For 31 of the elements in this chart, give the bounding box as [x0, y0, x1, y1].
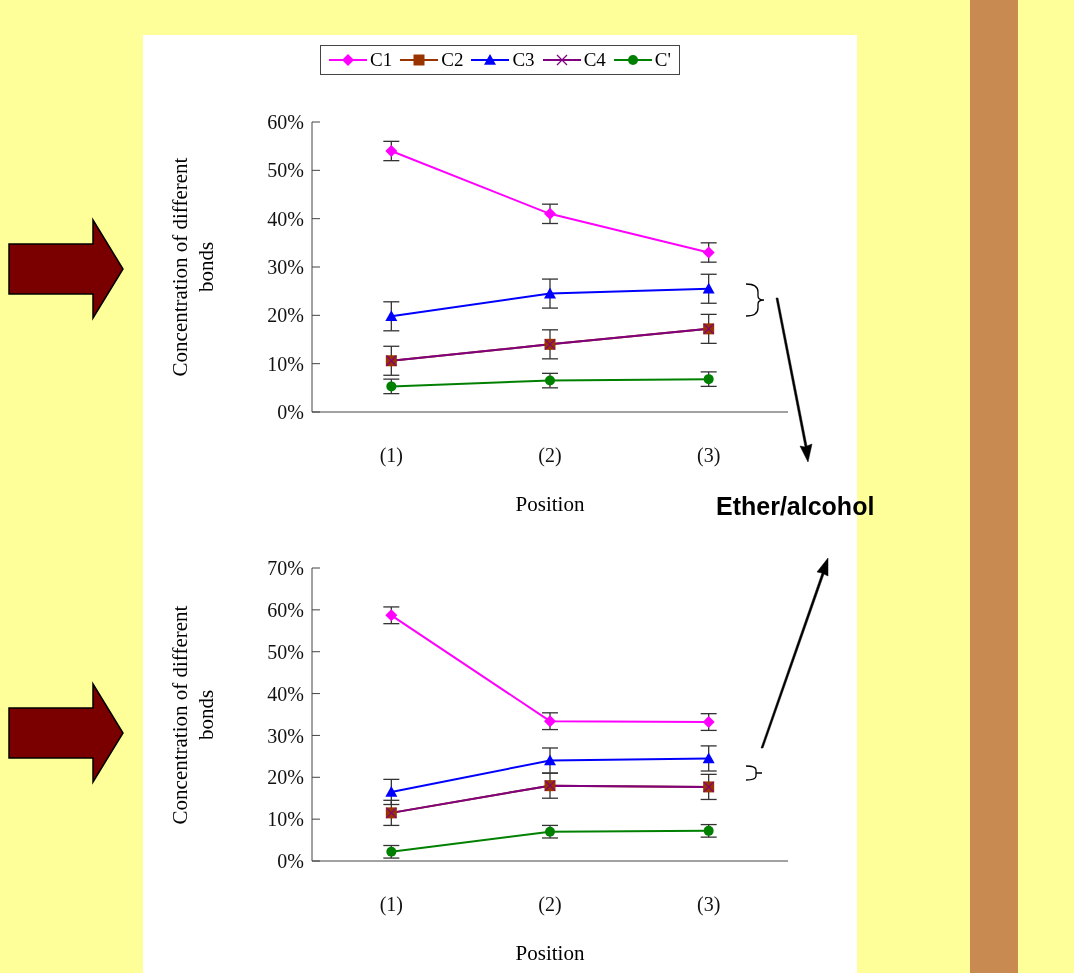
legend-label: C4: [583, 49, 606, 71]
legend-label: C2: [441, 49, 464, 71]
x-axis-title: Position: [514, 941, 586, 966]
legend-label: C1: [370, 49, 393, 71]
y-tick-label: 40%: [267, 207, 304, 230]
y-tick-label: 50%: [267, 159, 304, 182]
y-tick-label: 10%: [267, 808, 304, 831]
y-tick-label: 20%: [267, 766, 304, 789]
y-tick-label: 10%: [267, 352, 304, 375]
legend-label: C': [654, 49, 671, 71]
y-axis-title: Concentration of different bonds: [167, 156, 219, 379]
x-tick-label: (2): [538, 893, 562, 917]
x-tick-label: (1): [379, 893, 403, 917]
x-tick-label: (2): [538, 444, 562, 468]
x-tick-label: (1): [379, 444, 403, 468]
y-tick-label: 0%: [277, 401, 304, 424]
text: Ether/alcohol: [716, 492, 875, 521]
y-tick-label: 60%: [267, 598, 304, 621]
x-tick-label: (3): [697, 893, 721, 917]
y-tick-label: 30%: [267, 724, 304, 747]
legend-label: C3: [512, 49, 535, 71]
y-tick-label: 70%: [267, 557, 304, 580]
y-tick-label: 50%: [267, 640, 304, 663]
y-tick-label: 60%: [267, 111, 304, 134]
x-axis-title: Position: [515, 492, 585, 516]
y-axis-title: Concentration of different bonds: [167, 604, 219, 826]
y-tick-label: 0%: [277, 850, 304, 873]
x-tick-label: (3): [697, 444, 721, 468]
y-tick-label: 20%: [267, 304, 304, 327]
y-tick-label: 30%: [267, 256, 304, 279]
y-tick-label: 40%: [267, 682, 304, 705]
